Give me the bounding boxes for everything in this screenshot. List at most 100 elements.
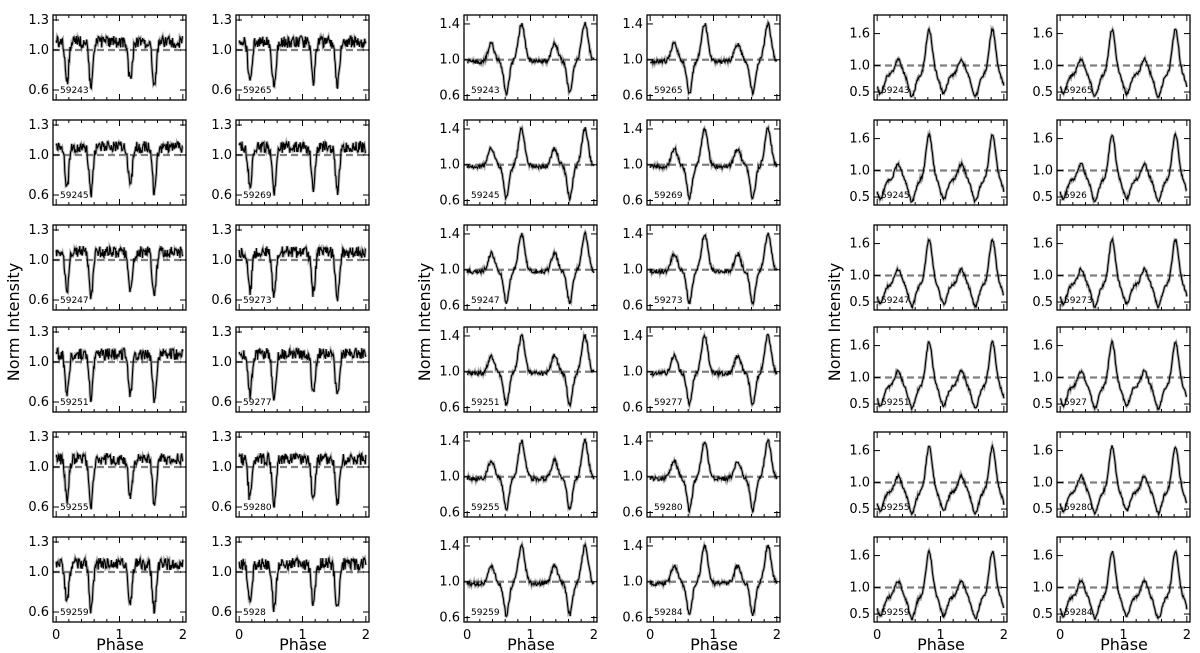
panel-label-g1-r4-c1: 59251	[60, 398, 89, 408]
ytick-label-g1-r2-c2-1: 1.0	[211, 148, 232, 163]
light-curve-g1-r1-c2	[238, 34, 367, 89]
xlabel-g3-c1: Phase	[917, 635, 965, 653]
ytick-label-g3-r6-c2-0: 0.5	[1032, 607, 1053, 622]
panel-label-g3-r1-c2: 59265	[1064, 86, 1093, 96]
ytick-label-g3-r1-c1-1: 1.0	[849, 58, 870, 73]
light-curve-g3-r4-c2	[1059, 339, 1188, 411]
panel-g1-r4-c2: 0.6 1.0 1.3 59277	[211, 325, 370, 413]
panel-label-g2-r5-c1: 59255	[471, 503, 500, 513]
panel-label-g3-r3-c2: 59273	[1064, 296, 1093, 306]
xtick-label-g2-r6-c2-1: 1	[709, 628, 717, 643]
panel-g2-r3-c1: 0.6 1.0 1.4 59247	[439, 224, 598, 314]
ytick-label-g1-r4-c1-0: 0.6	[28, 395, 49, 410]
ytick-label-g2-r1-c1-2: 1.4	[439, 17, 460, 32]
light-curve-g3-r5-c1	[876, 443, 1005, 516]
panel-label-g1-r2-c2: 59269	[243, 191, 272, 201]
ytick-label-g2-r1-c2-2: 1.4	[622, 17, 643, 32]
ytick-label-g3-r4-c1-1: 1.0	[849, 370, 870, 385]
ytick-label-g3-r1-c2-2: 1.6	[1032, 27, 1053, 42]
ylabel-group-2: Norm Intensity	[415, 263, 434, 381]
xtick-label-g3-r6-c1-0: 0	[873, 628, 881, 643]
ytick-label-g2-r1-c2-1: 1.0	[622, 53, 643, 68]
ytick-label-g3-r5-c1-2: 1.6	[849, 444, 870, 459]
light-curve-g2-r6-c2	[649, 543, 778, 617]
light-curve-g1-r3-c1	[55, 244, 184, 300]
ytick-label-g1-r2-c1-0: 0.6	[28, 188, 49, 203]
ytick-label-g2-r4-c1-1: 1.0	[439, 365, 460, 380]
ytick-label-g2-r5-c1-2: 1.4	[439, 434, 460, 449]
ytick-label-g3-r3-c1-2: 1.6	[849, 237, 870, 252]
ytick-label-g1-r3-c2-0: 0.6	[211, 293, 232, 308]
panel-g3-r5-c1: 0.5 1.0 1.6 59255	[849, 431, 1008, 518]
panel-g3-r6-c1: 0.5 1.0 1.6 0 1 2 59259	[849, 536, 1008, 643]
ytick-label-g3-r2-c1-0: 0.5	[849, 190, 870, 205]
ytick-label-g1-r1-c2-2: 1.3	[211, 13, 232, 28]
ytick-label-g2-r2-c2-0: 0.6	[622, 194, 643, 209]
ytick-label-g3-r2-c2-1: 1.0	[1032, 163, 1053, 178]
ytick-label-g3-r5-c2-1: 1.0	[1032, 475, 1053, 490]
ytick-label-g2-r1-c1-0: 0.6	[439, 89, 460, 104]
ytick-label-g1-r5-c2-1: 1.0	[211, 460, 232, 475]
ytick-label-g1-r2-c2-2: 1.3	[211, 118, 232, 133]
panels: 0.6 1.0 1.3 59243 0.6 1.0 1.3 59265 0.6 1.0 1.3 592…	[28, 13, 1191, 643]
ytick-label-g2-r6-c1-0: 0.6	[439, 611, 460, 626]
ytick-label-g1-r2-c2-0: 0.6	[211, 188, 232, 203]
panel-label-g3-r5-c1: 59255	[881, 503, 910, 513]
panel-label-g2-r1-c2: 59265	[654, 86, 683, 96]
ytick-label-g3-r2-c2-2: 1.6	[1032, 132, 1053, 147]
ytick-label-g3-r3-c1-0: 0.5	[849, 295, 870, 310]
ytick-label-g1-r5-c1-1: 1.0	[28, 460, 49, 475]
ytick-label-g2-r6-c1-1: 1.0	[439, 575, 460, 590]
ytick-label-g1-r1-c1-0: 0.6	[28, 83, 49, 98]
light-curve-g2-r2-c2	[649, 125, 778, 201]
light-curve-g2-r4-c2	[649, 333, 778, 408]
light-curve-g1-r5-c2	[238, 452, 367, 508]
light-curve-g3-r4-c1	[876, 340, 1005, 412]
xlabel-g1-c2: Phase	[279, 635, 327, 653]
ylabel-group-1: Norm Intensity	[4, 263, 23, 381]
panel-g3-r1-c2: 0.5 1.0 1.6 59265	[1032, 14, 1191, 101]
light-curve-g1-r2-c2	[238, 140, 367, 196]
ytick-label-g1-r4-c2-1: 1.0	[211, 355, 232, 370]
ytick-label-g1-r1-c2-1: 1.0	[211, 43, 232, 58]
panel-g2-r3-c2: 0.6 1.0 1.4 59273	[622, 224, 781, 314]
panel-g1-r1-c2: 0.6 1.0 1.3 59265	[211, 13, 370, 101]
ytick-label-g1-r4-c1-1: 1.0	[28, 355, 49, 370]
panel-g1-r4-c1: 0.6 1.0 1.3 59251	[28, 325, 187, 413]
ytick-label-g1-r4-c1-2: 1.3	[28, 325, 49, 340]
ytick-label-g1-r4-c2-2: 1.3	[211, 325, 232, 340]
panel-g2-r1-c2: 0.6 1.0 1.4 59265	[622, 14, 781, 104]
ytick-label-g1-r6-c1-1: 1.0	[28, 565, 49, 580]
panel-g1-r2-c1: 0.6 1.0 1.3 59245	[28, 118, 187, 206]
ytick-label-g2-r6-c1-2: 1.4	[439, 539, 460, 554]
panel-g1-r3-c2: 0.6 1.0 1.3 59273	[211, 223, 370, 311]
panel-label-g3-r1-c1: 59243	[881, 86, 910, 96]
panel-label-g3-r2-c2: 5926	[1064, 191, 1087, 201]
ytick-label-g2-r1-c1-1: 1.0	[439, 53, 460, 68]
light-curve-g2-r1-c1	[466, 21, 595, 96]
panel-label-g1-r1-c1: 59243	[60, 86, 89, 96]
ytick-label-g3-r5-c1-0: 0.5	[849, 502, 870, 517]
ytick-label-g1-r6-c1-0: 0.6	[28, 605, 49, 620]
ytick-label-g2-r5-c2-2: 1.4	[622, 434, 643, 449]
panel-g2-r5-c1: 0.6 1.0 1.4 59255	[439, 431, 598, 521]
ytick-label-g3-r1-c2-1: 1.0	[1032, 58, 1053, 73]
xtick-label-g3-r6-c2-1: 1	[1119, 628, 1127, 643]
panel-label-g2-r6-c1: 59259	[471, 608, 500, 618]
ytick-label-g3-r3-c2-0: 0.5	[1032, 295, 1053, 310]
panel-label-g1-r6-c2: 5928	[243, 608, 266, 618]
ytick-label-g3-r5-c2-2: 1.6	[1032, 444, 1053, 459]
ytick-label-g1-r5-c2-2: 1.3	[211, 430, 232, 445]
ytick-label-g3-r2-c1-1: 1.0	[849, 163, 870, 178]
ytick-label-g3-r4-c2-1: 1.0	[1032, 370, 1053, 385]
ytick-label-g2-r3-c1-1: 1.0	[439, 263, 460, 278]
panel-label-g1-r5-c2: 59280	[243, 503, 272, 513]
light-curve-g1-r3-c2	[238, 245, 367, 302]
panel-label-g2-r2-c2: 59269	[654, 191, 683, 201]
light-curve-g2-r4-c1	[466, 333, 595, 408]
xlabel-g2-c1: Phase	[507, 635, 555, 653]
panel-g1-r3-c1: 0.6 1.0 1.3 59247	[28, 223, 187, 311]
ytick-label-g3-r4-c1-0: 0.5	[849, 397, 870, 412]
ytick-label-g3-r6-c2-1: 1.0	[1032, 580, 1053, 595]
